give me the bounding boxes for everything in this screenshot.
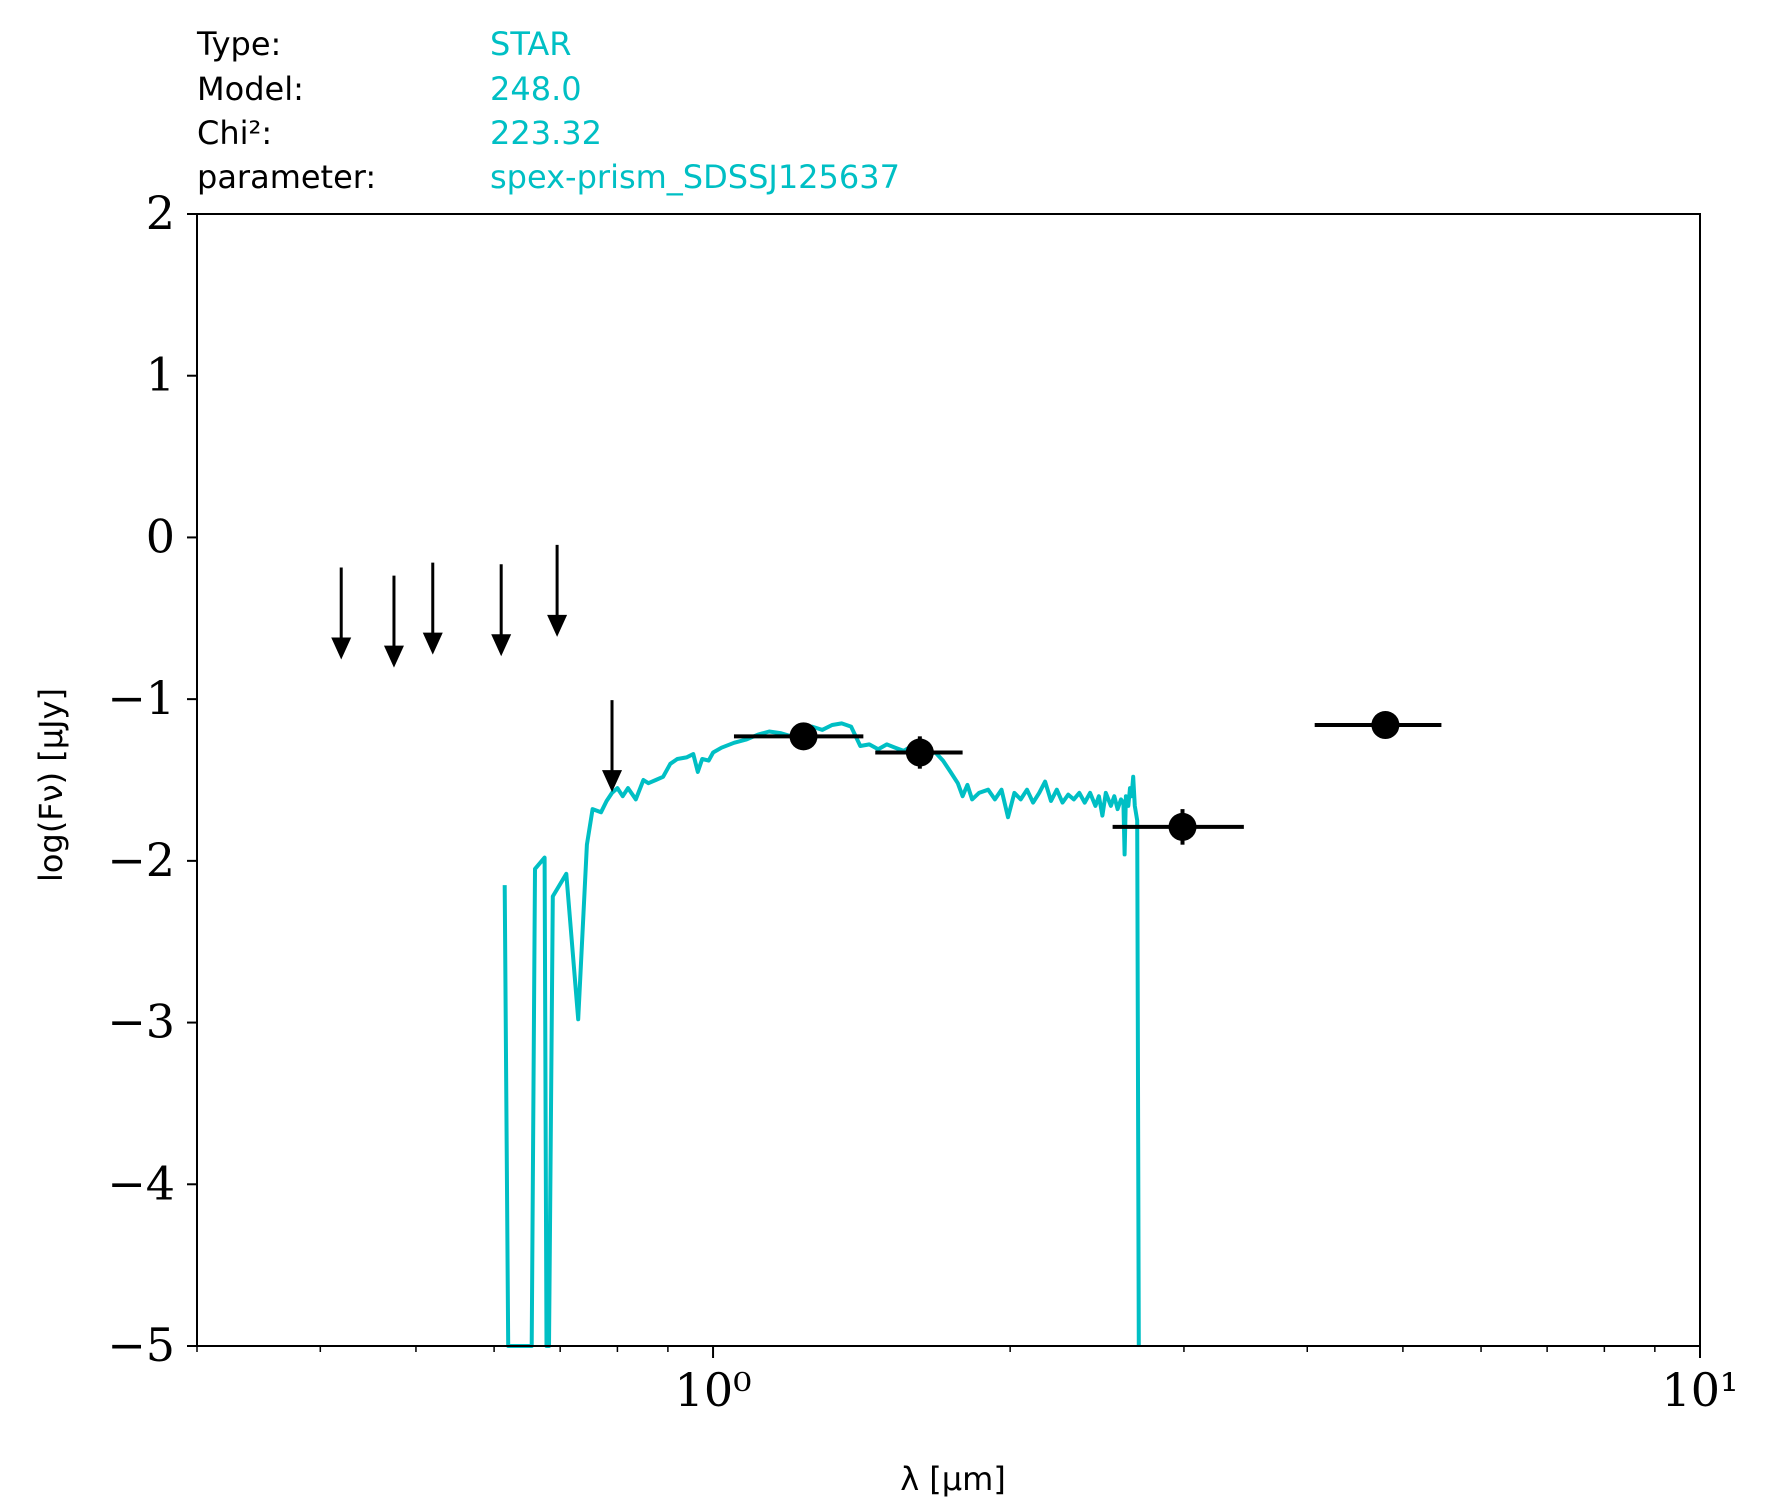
y-tick-label: −3 bbox=[107, 995, 175, 1049]
info-label-parameter: parameter: bbox=[197, 158, 376, 196]
upper-limit-head bbox=[422, 632, 443, 655]
upper-limit-arrow bbox=[331, 567, 352, 660]
detection-marker bbox=[789, 722, 818, 751]
upper-limit-arrow bbox=[422, 562, 443, 655]
info-value-model: 248.0 bbox=[490, 70, 582, 108]
info-label-type: Type: bbox=[196, 25, 281, 63]
detection-point bbox=[875, 736, 963, 769]
y-tick-label: 1 bbox=[146, 348, 175, 402]
y-axis-label: log(Fν) [μJy] bbox=[32, 688, 70, 882]
info-value-parameter: spex-prism_SDSSJ125637 bbox=[490, 158, 900, 196]
detection-point bbox=[1112, 809, 1244, 845]
detection-point bbox=[733, 722, 864, 751]
detection-point bbox=[1314, 711, 1442, 740]
x-tick-label: 10⁰ bbox=[675, 1363, 752, 1417]
y-tick-label: −1 bbox=[107, 671, 175, 725]
x-axis-label: λ [μm] bbox=[900, 1460, 1006, 1498]
upper-limit-head bbox=[491, 634, 512, 657]
y-tick-label: 0 bbox=[146, 509, 175, 563]
upper-limit-head bbox=[602, 770, 623, 793]
y-tick-label: −5 bbox=[107, 1318, 175, 1372]
y-tick-label: 2 bbox=[146, 186, 175, 240]
upper-limit-head bbox=[383, 645, 404, 668]
info-label-model: Model: bbox=[197, 70, 304, 108]
upper-limit-head bbox=[547, 614, 568, 637]
upper-limit-arrow bbox=[547, 544, 568, 637]
y-tick-label: −4 bbox=[107, 1156, 175, 1210]
info-value-type: STAR bbox=[490, 25, 572, 63]
info-label-chi2: Chi²: bbox=[197, 114, 272, 152]
model-spectrum-layer bbox=[502, 721, 1141, 1348]
x-tick-label: 10¹ bbox=[1662, 1363, 1739, 1417]
info-value-chi2: 223.32 bbox=[490, 114, 602, 152]
data-points-layer bbox=[331, 544, 1442, 845]
detection-marker bbox=[1168, 812, 1197, 841]
upper-limit-arrow bbox=[491, 564, 512, 657]
info-block: Type: STAR Model: 248.0 Chi²: 223.32 par… bbox=[196, 25, 900, 196]
model-spectrum-line bbox=[502, 721, 1141, 1348]
upper-limit-arrow bbox=[383, 575, 404, 668]
axes: 2 1 0 −1 −2 −3 −4 −5 10⁰ 10¹ bbox=[107, 186, 1738, 1417]
y-tick-label: −2 bbox=[107, 833, 175, 887]
detection-marker bbox=[905, 738, 934, 767]
plot-frame bbox=[196, 213, 1701, 1347]
upper-limit-head bbox=[331, 637, 352, 660]
detection-marker bbox=[1371, 711, 1400, 740]
upper-limit-arrow bbox=[602, 700, 623, 793]
